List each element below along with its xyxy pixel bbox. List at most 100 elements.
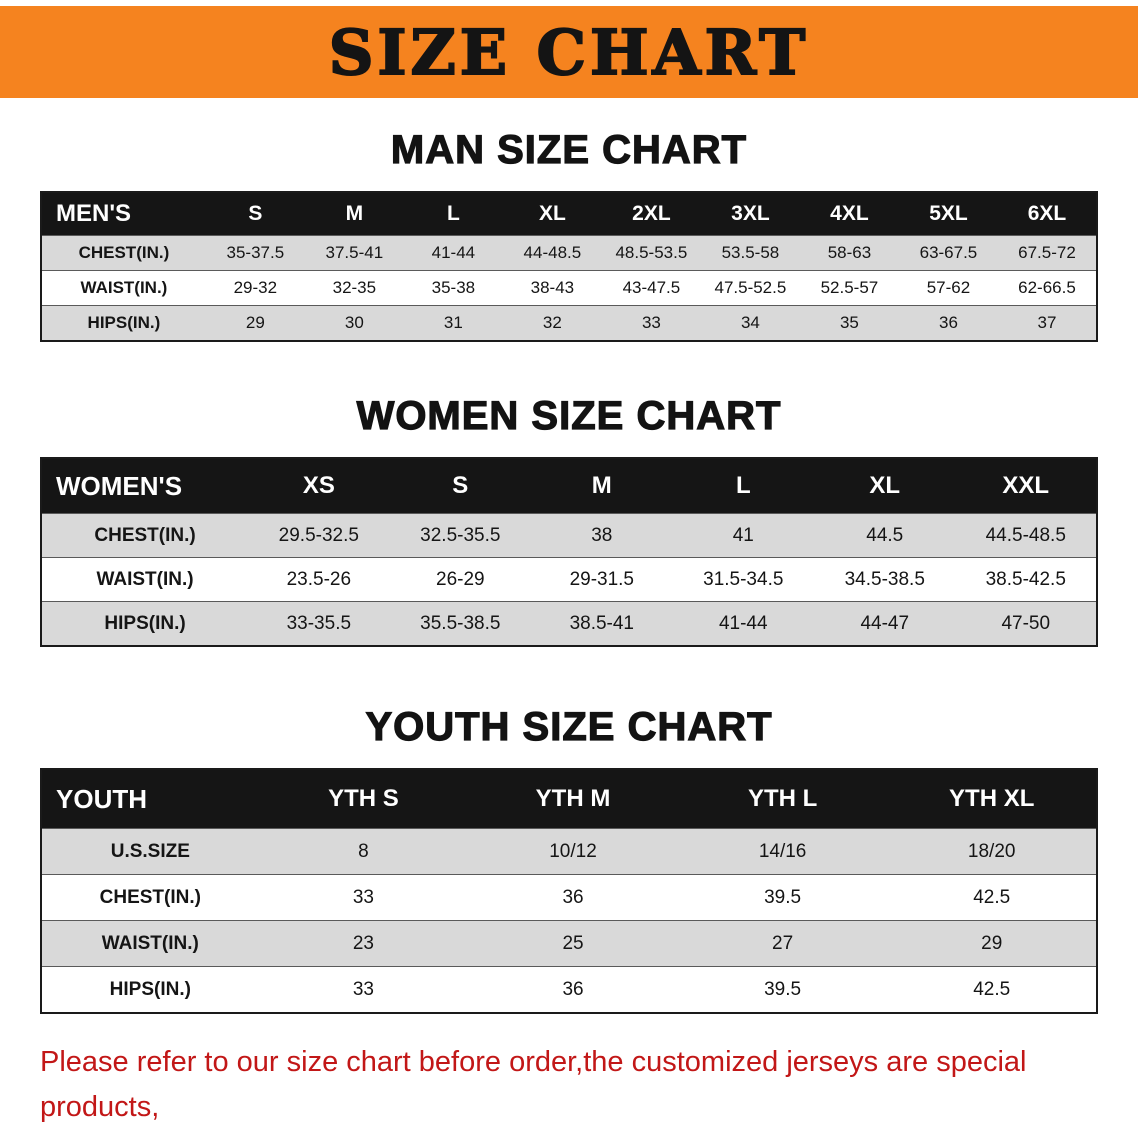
table-row: CHEST(IN.) 35-37.5 37.5-41 41-44 44-48.5 48.5… <box>41 235 1097 271</box>
size-header-cell: S <box>205 192 305 236</box>
size-header-cell: YTH S <box>258 769 469 829</box>
data-cell: 30 <box>304 305 404 342</box>
data-cell: 52.5-57 <box>799 270 899 306</box>
data-cell: 35-38 <box>403 270 503 306</box>
data-cell: 39.5 <box>677 874 888 921</box>
data-cell: 14/16 <box>677 828 888 875</box>
data-cell: 38.5-41 <box>531 601 673 647</box>
size-header-cell: 3XL <box>700 192 800 236</box>
footer-disclaimer-line1: Please refer to our size chart before or… <box>40 1046 1027 1123</box>
data-cell: 62-66.5 <box>997 270 1097 306</box>
data-cell: 29-31.5 <box>531 557 673 602</box>
row-label: HIPS(IN.) <box>41 601 249 647</box>
size-header-cell: L <box>403 192 503 236</box>
size-header-cell: M <box>304 192 404 236</box>
youth-size-table: YOUTH YTH S YTH M YTH L YTH XL U.S.SIZE 8 10/12… <box>40 768 1098 1014</box>
page-title: SIZE CHART <box>328 15 810 90</box>
data-cell: 18/20 <box>887 828 1097 875</box>
data-cell: 36 <box>468 874 678 921</box>
data-cell: 33 <box>258 966 469 1014</box>
data-cell: 29.5-32.5 <box>248 513 390 558</box>
size-header-cell: L <box>672 458 815 514</box>
women-section-heading: WOMEN SIZE CHART <box>356 393 782 438</box>
size-header-cell: YTH XL <box>887 769 1097 829</box>
size-header-cell: YTH M <box>468 769 678 829</box>
table-header-row: YOUTH YTH S YTH M YTH L YTH XL <box>41 769 1097 829</box>
data-cell: 34 <box>700 305 800 342</box>
data-cell: 48.5-53.5 <box>601 235 701 271</box>
size-header-cell: XL <box>814 458 956 514</box>
data-cell: 31.5-34.5 <box>672 557 815 602</box>
size-header-cell: XS <box>248 458 390 514</box>
table-row: CHEST(IN.) 29.5-32.5 32.5-35.5 38 41 44.5 44.5… <box>41 513 1097 558</box>
data-cell: 29 <box>887 920 1097 967</box>
data-cell: 8 <box>258 828 469 875</box>
data-cell: 26-29 <box>389 557 532 602</box>
size-header-cell: XL <box>502 192 602 236</box>
data-cell: 44-48.5 <box>502 235 602 271</box>
data-cell: 36 <box>898 305 998 342</box>
data-cell: 47.5-52.5 <box>700 270 800 306</box>
data-cell: 27 <box>677 920 888 967</box>
data-cell: 58-63 <box>799 235 899 271</box>
row-label: WAIST(IN.) <box>41 920 259 967</box>
data-cell: 32-35 <box>304 270 404 306</box>
row-label: HIPS(IN.) <box>41 966 259 1014</box>
size-header-cell: 5XL <box>898 192 998 236</box>
size-header-cell: M <box>531 458 673 514</box>
youth-size-section: YOUTH SIZE CHART YOUTH YTH S YTH M YTH L YTH… <box>0 704 1138 1014</box>
data-cell: 57-62 <box>898 270 998 306</box>
men-size-table: MEN'S S M L XL 2XL 3XL 4XL 5XL 6XL CHEST(IN.) 35-37… <box>40 191 1098 342</box>
data-cell: 29 <box>205 305 305 342</box>
data-cell: 42.5 <box>887 874 1097 921</box>
size-chart-banner: SIZE CHART <box>0 6 1138 98</box>
table-title-cell: YOUTH <box>41 769 259 829</box>
men-size-section: MAN SIZE CHART MEN'S S M L XL 2XL 3XL 4XL 5XL 6XL… <box>0 127 1138 342</box>
row-label: U.S.SIZE <box>41 828 259 875</box>
data-cell: 35 <box>799 305 899 342</box>
data-cell: 35.5-38.5 <box>389 601 532 647</box>
data-cell: 41-44 <box>403 235 503 271</box>
data-cell: 41-44 <box>672 601 815 647</box>
row-label: CHEST(IN.) <box>41 513 249 558</box>
data-cell: 63-67.5 <box>898 235 998 271</box>
data-cell: 37.5-41 <box>304 235 404 271</box>
data-cell: 32.5-35.5 <box>389 513 532 558</box>
row-label: HIPS(IN.) <box>41 305 206 342</box>
men-section-heading: MAN SIZE CHART <box>390 127 748 172</box>
data-cell: 29-32 <box>205 270 305 306</box>
data-cell: 44.5-48.5 <box>955 513 1097 558</box>
data-cell: 44.5 <box>814 513 956 558</box>
data-cell: 42.5 <box>887 966 1097 1014</box>
footer-disclaimer: Please refer to our size chart before or… <box>40 1040 1110 1132</box>
data-cell: 43-47.5 <box>601 270 701 306</box>
size-header-cell: 6XL <box>997 192 1097 236</box>
table-row: WAIST(IN.) 29-32 32-35 35-38 38-43 43-47.5 47.… <box>41 270 1097 306</box>
data-cell: 38-43 <box>502 270 602 306</box>
table-header-row: MEN'S S M L XL 2XL 3XL 4XL 5XL 6XL <box>41 192 1097 236</box>
data-cell: 32 <box>502 305 602 342</box>
data-cell: 36 <box>468 966 678 1014</box>
data-cell: 33-35.5 <box>248 601 390 647</box>
data-cell: 53.5-58 <box>700 235 800 271</box>
data-cell: 38 <box>531 513 673 558</box>
data-cell: 47-50 <box>955 601 1097 647</box>
row-label: WAIST(IN.) <box>41 557 249 602</box>
data-cell: 41 <box>672 513 815 558</box>
women-size-table: WOMEN'S XS S M L XL XXL CHEST(IN.) 29.5-32.5 32.5… <box>40 457 1098 647</box>
table-title-cell: MEN'S <box>41 192 206 236</box>
data-cell: 35-37.5 <box>205 235 305 271</box>
table-row: WAIST(IN.) 23.5-26 26-29 29-31.5 31.5-34.5 34… <box>41 557 1097 602</box>
data-cell: 34.5-38.5 <box>814 557 956 602</box>
data-cell: 39.5 <box>677 966 888 1014</box>
size-header-cell: YTH L <box>677 769 888 829</box>
table-row: HIPS(IN.) 33-35.5 35.5-38.5 38.5-41 41-44 44-… <box>41 601 1097 647</box>
data-cell: 33 <box>601 305 701 342</box>
table-row: HIPS(IN.) 33 36 39.5 42.5 <box>41 966 1097 1014</box>
row-label: WAIST(IN.) <box>41 270 206 306</box>
table-title-cell: WOMEN'S <box>41 458 249 514</box>
data-cell: 25 <box>468 920 678 967</box>
table-row: WAIST(IN.) 23 25 27 29 <box>41 920 1097 967</box>
data-cell: 10/12 <box>468 828 678 875</box>
